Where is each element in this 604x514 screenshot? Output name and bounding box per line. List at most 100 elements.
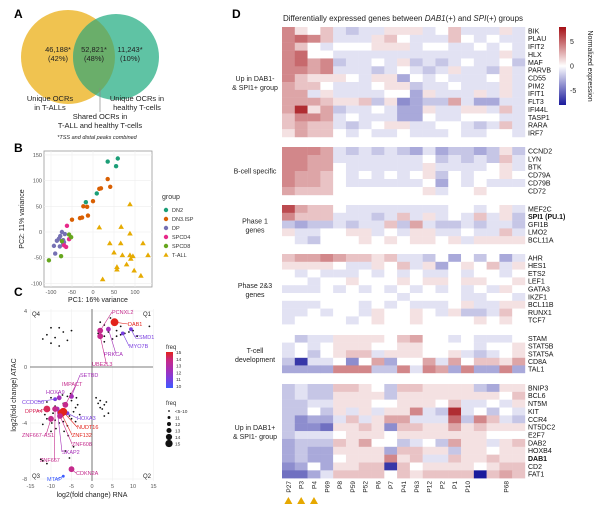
heatmap-cell	[486, 121, 500, 130]
heatmap-cell	[448, 293, 462, 301]
heatmap-cell	[473, 384, 487, 393]
column-label: P4	[311, 481, 318, 489]
size-legend-dot	[168, 410, 170, 412]
heatmap-cell	[512, 399, 526, 408]
heatmap-cell	[461, 212, 475, 221]
group-label-2: & SPI1+ group	[232, 85, 278, 92]
panel-b-pca: -100 -50 0 50 100 -100 -50 0 50 100 150 PC1: 16% va…	[19, 150, 194, 304]
heatmap-cell	[448, 82, 462, 91]
volc-point	[41, 423, 44, 426]
heatmap-cell	[461, 415, 475, 424]
heatmap-cell	[409, 316, 423, 325]
heatmap-cell	[307, 171, 321, 180]
pca-xtick-label: 100	[130, 290, 139, 296]
heatmap-cell	[448, 205, 462, 213]
heatmap-cell	[397, 384, 411, 393]
heatmap-cell	[435, 74, 449, 83]
heatmap-cell	[409, 431, 423, 440]
heatmap-cell	[320, 462, 334, 471]
heatmap-cell	[397, 236, 411, 245]
heatmap-cell	[345, 308, 359, 317]
heatmap-cell	[294, 205, 308, 213]
volc-point	[63, 430, 66, 433]
pca-point-dn3isp	[84, 204, 90, 210]
heatmap-cell	[409, 27, 423, 36]
gene-point-dppa4	[43, 405, 51, 413]
heatmap-cell	[512, 171, 526, 180]
heatmap-cell	[473, 82, 487, 91]
heatmap-cell	[294, 113, 308, 122]
pca-point-dn2	[94, 191, 99, 196]
heatmap-cell	[473, 261, 487, 270]
heatmap-cell	[435, 269, 449, 278]
heatmap-cell	[371, 415, 385, 424]
heatmap-cell	[512, 105, 526, 114]
gene-point-znf667	[52, 406, 58, 412]
heatmap-cell	[384, 407, 398, 416]
heatmap-cell	[486, 454, 500, 463]
heatmap-cell	[358, 82, 372, 91]
heatmap-cell	[320, 399, 334, 408]
heatmap-cell	[448, 350, 462, 358]
gene-row-label: PIM2	[528, 83, 544, 90]
heatmap-cell	[358, 384, 372, 393]
heatmap-cell	[461, 121, 475, 130]
heatmap-cell	[333, 50, 347, 59]
heatmap-cell	[461, 391, 475, 400]
heatmap-cell	[358, 97, 372, 106]
heatmap-cell	[461, 423, 475, 432]
heatmap-cell	[473, 228, 487, 237]
heatmap-cell	[499, 105, 513, 114]
heatmap-cell	[461, 228, 475, 237]
heatmap-cell	[473, 58, 487, 67]
heatmap-cell	[282, 277, 295, 286]
gene-label: CCDC50	[22, 400, 44, 406]
heatmap-cell	[397, 254, 411, 262]
heatmap-cell	[473, 27, 487, 36]
heatmap-cell	[282, 42, 295, 51]
heatmap-cell	[282, 121, 295, 130]
heatmap-cell	[358, 228, 372, 237]
heatmap-cell	[461, 254, 475, 262]
heatmap-cell	[358, 431, 372, 440]
volc-point	[62, 331, 65, 333]
heatmap-cell	[473, 254, 487, 262]
heatmap-cell	[512, 66, 526, 75]
pca-ytick-label: -50	[34, 256, 42, 262]
pca-point-tall	[96, 224, 103, 230]
heatmap-cell	[461, 269, 475, 278]
heatmap-cell	[461, 342, 475, 351]
gene-row-label: CD55	[528, 76, 546, 83]
heatmap-cell	[499, 27, 513, 36]
heatmap-cell	[422, 50, 436, 59]
heatmap-cell	[320, 365, 334, 374]
heatmap-cell	[307, 179, 321, 188]
heatmap-cell	[499, 66, 513, 75]
heatmap-cell	[320, 89, 334, 98]
pca-ytick-label: 50	[36, 204, 42, 210]
heatmap-cell	[448, 66, 462, 75]
volc-point	[101, 408, 104, 410]
heatmap-cell	[422, 89, 436, 98]
heatmap-cell	[422, 285, 436, 294]
pca-point-spcd8	[46, 258, 52, 263]
heatmap-cell	[512, 89, 526, 98]
heatmap-cell	[422, 212, 436, 221]
heatmap-cell	[282, 350, 295, 358]
pca-point-dp	[57, 244, 63, 249]
volc-point	[97, 402, 100, 405]
heatmap-cell	[333, 399, 347, 408]
heatmap-cell	[384, 438, 398, 447]
heatmap-cell	[320, 254, 334, 262]
heatmap-cell	[384, 220, 398, 229]
heatmap-cell	[320, 97, 334, 106]
heatmap-cell	[499, 171, 513, 180]
heatmap-cell	[384, 316, 398, 325]
heatmap-cell	[486, 220, 500, 229]
heatmap-cell	[486, 407, 500, 416]
volc-point	[115, 329, 118, 332]
heatmap-cell	[397, 446, 411, 455]
heatmap-cell	[294, 97, 308, 106]
heatmap-cell	[499, 462, 513, 471]
heatmap-cell	[307, 462, 321, 471]
